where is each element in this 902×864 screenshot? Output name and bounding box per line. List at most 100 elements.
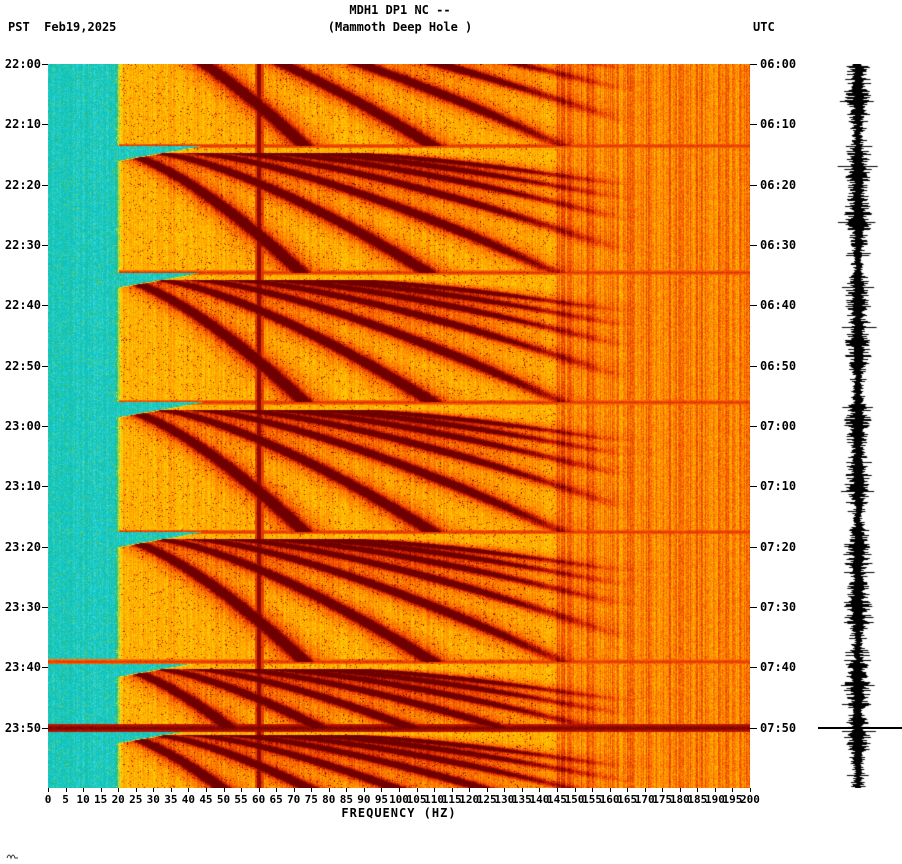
freq-tick — [750, 788, 751, 792]
freq-tick-label: 100 — [389, 793, 409, 806]
freq-tick-label: 145 — [547, 793, 567, 806]
time-label-utc: 07:00 — [760, 419, 797, 433]
time-label-pst: 22:20 — [4, 177, 41, 192]
time-label-utc: 06:30 — [760, 238, 797, 252]
time-tick-right — [750, 184, 757, 186]
freq-tick-label: 115 — [441, 793, 462, 806]
freq-tick — [399, 788, 400, 792]
freq-tick — [697, 788, 699, 792]
tz-left-label: PST — [8, 20, 30, 34]
freq-tick — [644, 788, 646, 792]
time-label-pst: 22:30 — [4, 238, 41, 252]
freq-tick-label: 25 — [129, 793, 143, 806]
freq-tick-label: 200 — [740, 793, 760, 806]
freq-tick — [83, 788, 85, 792]
freq-tick-label: 80 — [322, 793, 336, 806]
time-tick-right — [750, 727, 757, 729]
time-tick-left — [42, 245, 48, 246]
time-label-utc: 07:50 — [760, 720, 797, 735]
freq-tick-label: 195 — [722, 793, 743, 806]
time-label-pst: 23:30 — [4, 600, 41, 614]
freq-tick — [170, 788, 172, 792]
freq-tick-label: 155 — [582, 793, 602, 806]
time-label-pst: 22:10 — [4, 117, 41, 132]
time-tick-left — [42, 546, 48, 548]
freq-tick — [556, 788, 558, 792]
time-tick-left — [42, 486, 48, 488]
freq-tick-label: 180 — [669, 793, 690, 806]
x-axis-title: FREQUENCY (HZ) — [341, 806, 457, 820]
time-label-pst: 22:40 — [4, 298, 41, 313]
tz-right-label: UTC — [753, 20, 775, 34]
freq-tick-label: 45 — [199, 793, 213, 806]
freq-tick — [416, 788, 418, 792]
freq-tick — [135, 788, 137, 792]
freq-tick — [153, 788, 155, 792]
freq-tick-label: 110 — [424, 793, 445, 806]
freq-tick-label: 160 — [599, 793, 620, 806]
freq-tick-label: 60 — [251, 793, 266, 806]
time-label-pst: 22:00 — [4, 57, 41, 71]
freq-tick — [311, 788, 313, 792]
time-label-utc: 06:10 — [760, 117, 797, 132]
freq-tick — [363, 788, 365, 792]
freq-tick-label: 65 — [269, 793, 283, 806]
time-tick-left — [42, 305, 48, 307]
page-title: MDH1 DP1 NC -- — [349, 3, 451, 17]
freq-tick-label: 70 — [287, 793, 301, 806]
time-tick-left — [42, 607, 48, 608]
time-tick-right — [750, 607, 757, 608]
freq-tick — [592, 788, 594, 792]
freq-tick-label: 20 — [111, 793, 125, 806]
freq-tick — [223, 788, 225, 792]
time-tick-right — [750, 667, 757, 669]
freq-tick — [609, 788, 611, 792]
freq-tick — [48, 788, 49, 792]
freq-tick — [346, 788, 348, 792]
freq-tick — [714, 788, 716, 792]
freq-tick-label: 120 — [459, 793, 480, 806]
time-label-utc: 06:50 — [760, 358, 797, 373]
time-label-utc: 06:20 — [760, 177, 797, 192]
time-tick-right — [750, 486, 757, 488]
time-tick-right — [750, 245, 757, 246]
freq-tick — [258, 788, 260, 792]
freq-tick-label: 165 — [617, 793, 638, 806]
freq-tick — [627, 788, 629, 792]
freq-tick — [521, 788, 523, 792]
freq-tick — [574, 788, 576, 792]
freq-tick-label: 125 — [476, 793, 497, 806]
freq-tick — [504, 788, 506, 792]
freq-tick-label: 35 — [164, 793, 178, 806]
freq-tick-label: 40 — [181, 793, 196, 806]
freq-tick-label: 75 — [304, 793, 318, 806]
corner-mark-icon — [6, 845, 20, 864]
time-tick-right — [750, 124, 757, 126]
freq-tick-label: 50 — [216, 793, 231, 806]
freq-tick — [469, 788, 471, 792]
time-tick-left — [42, 727, 48, 729]
freq-tick — [732, 788, 734, 792]
time-label-pst: 23:20 — [4, 539, 41, 554]
freq-tick-label: 105 — [406, 793, 427, 806]
time-label-utc: 07:40 — [760, 660, 797, 675]
time-label-utc: 07:20 — [760, 539, 797, 554]
freq-tick-label: 85 — [339, 793, 353, 806]
freq-tick-label: 130 — [494, 793, 515, 806]
time-label-pst: 23:50 — [4, 720, 41, 735]
freq-tick-label: 15 — [94, 793, 108, 806]
trace-time-marker — [818, 726, 902, 729]
freq-tick — [486, 788, 488, 792]
time-label-pst: 22:50 — [4, 358, 41, 373]
freq-tick-label: 135 — [511, 793, 532, 806]
freq-tick — [451, 788, 453, 792]
spectrogram-heatmap — [48, 64, 750, 788]
freq-tick — [100, 788, 102, 792]
freq-tick — [65, 788, 67, 792]
time-label-utc: 06:00 — [760, 57, 797, 71]
freq-tick-label: 95 — [374, 793, 389, 806]
freq-tick — [662, 788, 664, 792]
freq-tick-label: 90 — [357, 793, 371, 806]
time-tick-right — [750, 365, 757, 367]
